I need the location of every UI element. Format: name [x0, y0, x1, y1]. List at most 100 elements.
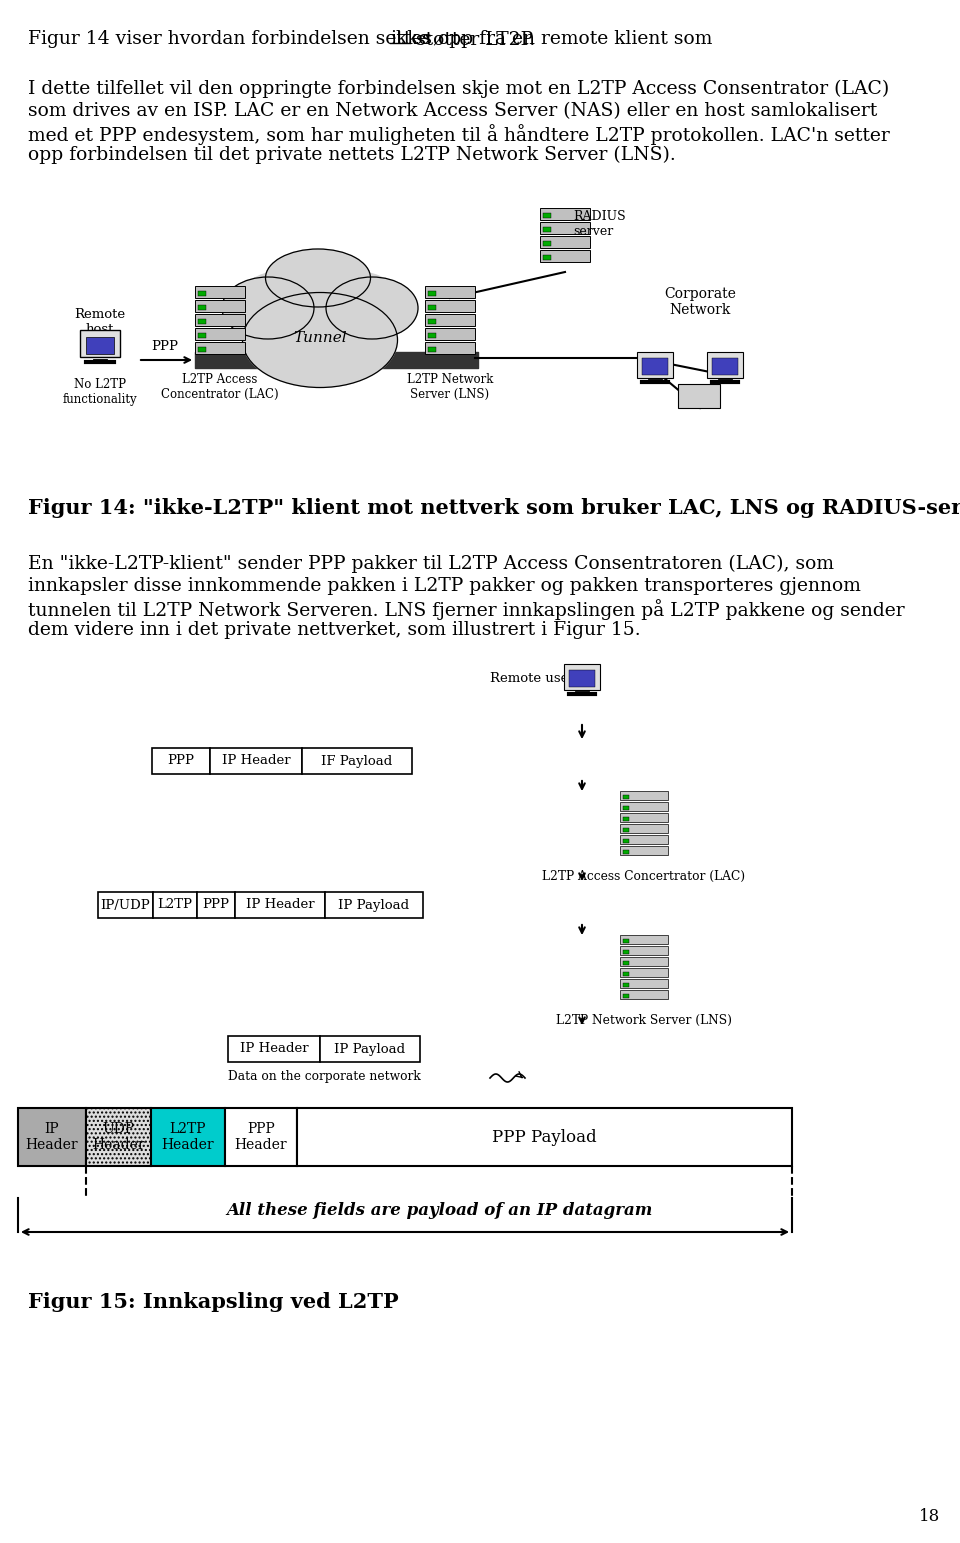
Bar — [540, 236, 590, 248]
Bar — [210, 748, 302, 775]
Text: støtter LT2P.: støtter LT2P. — [410, 29, 536, 48]
Bar — [540, 208, 590, 221]
Bar — [428, 333, 436, 338]
Bar — [620, 935, 668, 944]
Text: L2TP Network Server (LNS): L2TP Network Server (LNS) — [556, 1014, 732, 1028]
Ellipse shape — [266, 248, 371, 307]
Text: En "ikke-L2TP-klient" sender PPP pakker til L2TP Access Consentratoren (LAC), so: En "ikke-L2TP-klient" sender PPP pakker … — [28, 555, 834, 574]
Text: Tunnel: Tunnel — [293, 332, 347, 346]
Bar — [623, 795, 629, 799]
Bar — [425, 299, 475, 312]
Bar — [543, 255, 551, 261]
Bar — [620, 792, 668, 799]
Ellipse shape — [243, 293, 397, 387]
Ellipse shape — [326, 278, 418, 339]
Text: IF Payload: IF Payload — [322, 755, 393, 767]
Text: Corporate
Network: Corporate Network — [664, 287, 736, 318]
Text: PPP: PPP — [167, 755, 195, 767]
Bar — [302, 748, 412, 775]
Bar — [540, 250, 590, 262]
Text: Remote
host: Remote host — [75, 309, 126, 336]
Text: dem videre inn i det private nettverket, som illustrert i Figur 15.: dem videre inn i det private nettverket,… — [28, 620, 640, 639]
Bar — [228, 1035, 320, 1062]
Text: All these fields are payload of an IP datagram: All these fields are payload of an IP da… — [226, 1202, 652, 1219]
Bar — [428, 292, 436, 296]
Text: opp forbindelsen til det private nettets L2TP Network Server (LNS).: opp forbindelsen til det private nettets… — [28, 147, 676, 164]
Bar — [425, 343, 475, 353]
Bar — [623, 961, 629, 964]
Bar — [623, 994, 629, 998]
Bar — [195, 299, 245, 312]
Bar — [198, 306, 206, 310]
Bar — [425, 285, 475, 298]
Bar — [620, 946, 668, 955]
Text: Figur 15: Innkapsling ved L2TP: Figur 15: Innkapsling ved L2TP — [28, 1291, 398, 1312]
Bar — [98, 892, 153, 918]
Bar — [428, 347, 436, 352]
Text: Figur 14 viser hvordan forbindelsen settes opp fra en remote klient som: Figur 14 viser hvordan forbindelsen sett… — [28, 29, 718, 48]
Bar — [712, 358, 738, 375]
Text: IP Header: IP Header — [240, 1043, 308, 1055]
Bar — [569, 670, 595, 687]
Bar — [620, 835, 668, 844]
Text: innkapsler disse innkommende pakken i L2TP pakker og pakken transporteres gjenno: innkapsler disse innkommende pakken i L2… — [28, 577, 861, 596]
Bar — [86, 1108, 151, 1167]
Bar — [225, 1108, 297, 1167]
Bar — [198, 347, 206, 352]
Text: L2TP
Header: L2TP Header — [161, 1122, 214, 1153]
Bar — [152, 748, 210, 775]
Bar — [642, 358, 668, 375]
Text: No L2TP
functionality: No L2TP functionality — [62, 378, 137, 406]
Bar — [623, 983, 629, 988]
Text: RADIUS
server: RADIUS server — [573, 210, 626, 238]
Text: ikke: ikke — [390, 29, 429, 48]
Bar — [620, 824, 668, 833]
Bar — [425, 313, 475, 326]
Text: L2TP: L2TP — [157, 898, 193, 912]
Bar — [678, 384, 720, 407]
Bar — [620, 802, 668, 812]
Text: 18: 18 — [919, 1508, 940, 1524]
Bar — [18, 1108, 86, 1167]
Bar — [86, 336, 114, 353]
Bar — [195, 313, 245, 326]
Bar — [620, 957, 668, 966]
Text: L2TP Network
Server (LNS): L2TP Network Server (LNS) — [407, 373, 493, 401]
Bar — [623, 940, 629, 943]
Bar — [195, 329, 245, 339]
Text: som drives av en ISP. LAC er en Network Access Server (NAS) eller en host samlok: som drives av en ISP. LAC er en Network … — [28, 102, 877, 120]
Bar — [543, 241, 551, 245]
Bar — [198, 319, 206, 324]
Bar — [620, 846, 668, 855]
Text: Data on the corporate network: Data on the corporate network — [228, 1069, 420, 1083]
Bar — [620, 967, 668, 977]
Bar — [425, 329, 475, 339]
Bar — [623, 829, 629, 832]
Text: L2TP Access
Concentrator (LAC): L2TP Access Concentrator (LAC) — [161, 373, 278, 401]
Bar — [623, 950, 629, 954]
Bar — [428, 306, 436, 310]
Text: PPP Payload: PPP Payload — [492, 1128, 597, 1145]
Bar — [623, 972, 629, 977]
Bar — [620, 978, 668, 988]
Bar — [197, 892, 235, 918]
Text: IP Header: IP Header — [246, 898, 314, 912]
Bar — [80, 330, 120, 356]
Bar — [623, 850, 629, 853]
Text: IP
Header: IP Header — [26, 1122, 79, 1153]
Bar — [543, 227, 551, 231]
Bar — [707, 352, 743, 378]
Bar — [623, 816, 629, 821]
Text: Remote use·: Remote use· — [490, 673, 572, 685]
Bar — [543, 213, 551, 218]
Text: tunnelen til L2TP Network Serveren. LNS fjerner innkapslingen på L2TP pakkene og: tunnelen til L2TP Network Serveren. LNS … — [28, 599, 904, 620]
Bar — [620, 813, 668, 822]
Bar — [540, 222, 590, 235]
Bar — [151, 1108, 225, 1167]
Bar — [428, 319, 436, 324]
Bar — [623, 839, 629, 842]
Bar — [637, 352, 673, 378]
Ellipse shape — [242, 272, 314, 324]
Bar — [235, 892, 325, 918]
Bar — [198, 333, 206, 338]
